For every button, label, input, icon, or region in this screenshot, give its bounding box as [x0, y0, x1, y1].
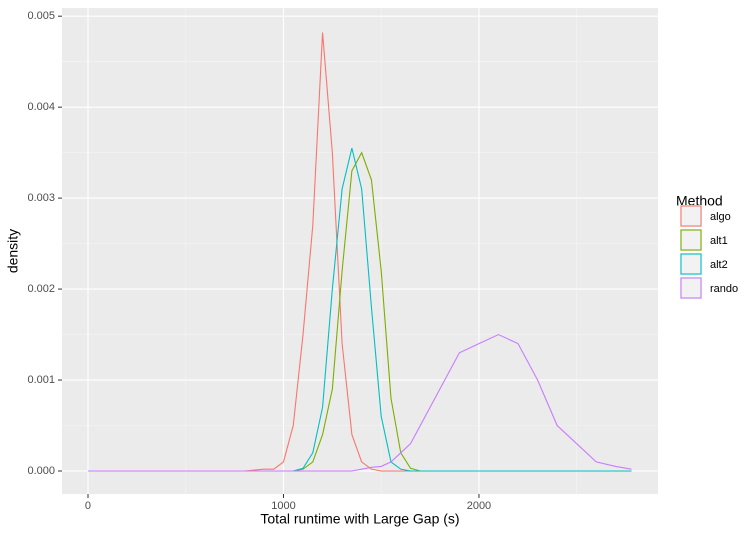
- x-axis-title: Total runtime with Large Gap (s): [260, 511, 459, 527]
- legend-label: alt2: [710, 259, 728, 271]
- legend-key-bg: [680, 277, 702, 299]
- legend-key: [680, 205, 702, 227]
- legend-key: [680, 277, 702, 299]
- x-tick-label: 2000: [467, 500, 491, 512]
- y-axis-title: density: [5, 229, 21, 273]
- legend-key-bg: [680, 253, 702, 275]
- plot-panel: [62, 8, 658, 494]
- y-tick-label: 0.001: [27, 374, 55, 386]
- legend-title: Method: [676, 193, 723, 209]
- x-tick-label: 1000: [271, 500, 295, 512]
- y-tick-label: 0.002: [27, 283, 55, 295]
- legend-key: [680, 229, 702, 251]
- y-tick-label: 0.005: [27, 10, 55, 22]
- y-tick-label: 0.004: [27, 101, 55, 113]
- legend-key: [680, 253, 702, 275]
- legend-key-bg: [680, 229, 702, 251]
- legend-key-bg: [680, 205, 702, 227]
- x-tick-label: 0: [85, 500, 91, 512]
- legend-label: algo: [710, 211, 731, 223]
- density-line: [88, 333, 632, 472]
- y-tick-label: 0.003: [27, 192, 55, 204]
- legend-label: alt1: [710, 235, 728, 247]
- legend-label: rando: [710, 283, 738, 295]
- y-tick-label: 0.000: [27, 465, 55, 477]
